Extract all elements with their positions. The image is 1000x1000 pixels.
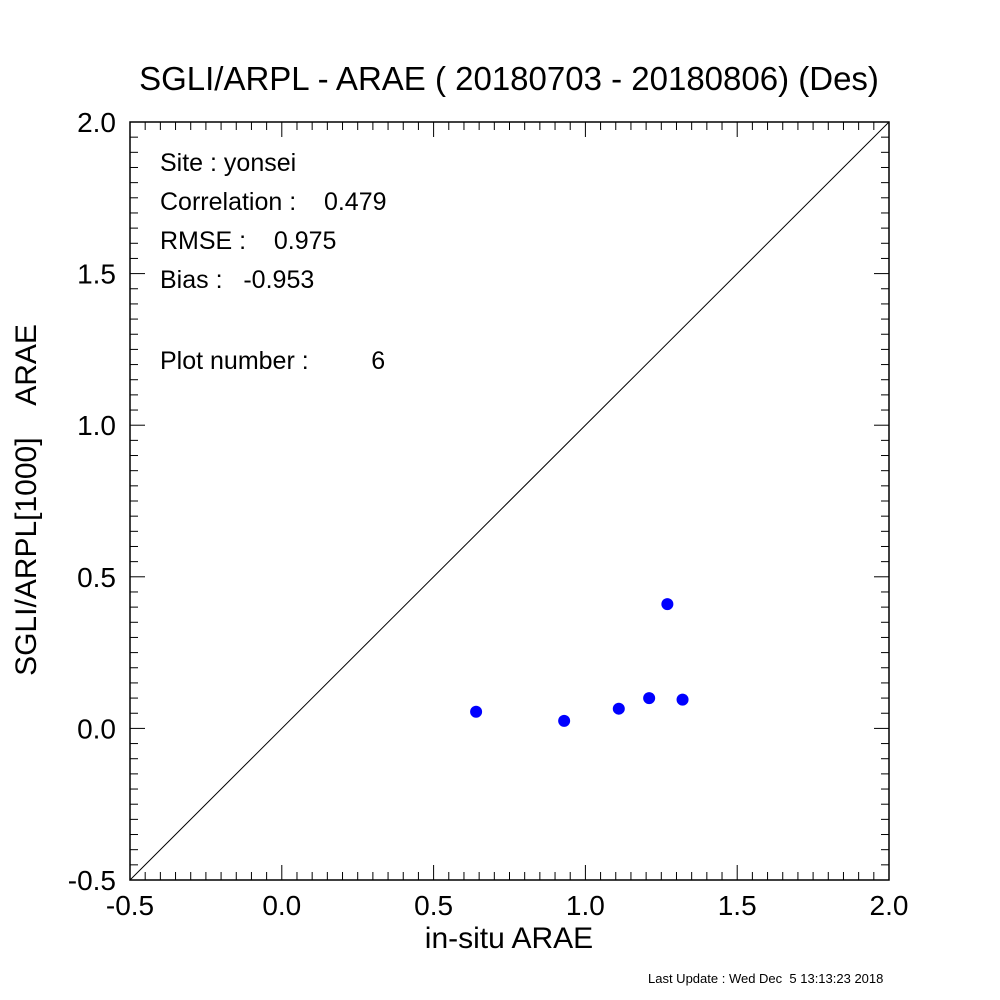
- y-tick-label: 2.0: [77, 107, 116, 138]
- chart-title: SGLI/ARPL - ARAE ( 20180703 - 20180806) …: [139, 60, 879, 97]
- y-tick-label: 1.0: [77, 410, 116, 441]
- y-axis-label: SGLI/ARPL[1000] ARAE: [10, 324, 43, 676]
- y-tick-labels: -0.5 0.0 0.5 1.0 1.5 2.0: [68, 107, 116, 896]
- x-tick-label: 2.0: [870, 890, 909, 921]
- last-update-footer: Last Update : Wed Dec 5 13:13:23 2018: [648, 971, 884, 986]
- x-tick-label: -0.5: [106, 890, 154, 921]
- x-tick-label: 1.0: [566, 890, 605, 921]
- data-point: [612, 702, 625, 715]
- data-point: [643, 692, 656, 705]
- one-to-one-line: [129, 121, 890, 881]
- data-points: [470, 598, 689, 727]
- data-point: [661, 598, 674, 611]
- stat-rmse: RMSE : 0.975: [160, 227, 336, 255]
- stat-site: Site : yonsei: [160, 149, 296, 177]
- x-tick-label: 0.0: [262, 890, 301, 921]
- data-point: [676, 693, 689, 706]
- x-tick-labels: -0.5 0.0 0.5 1.0 1.5 2.0: [106, 890, 909, 921]
- data-point: [558, 714, 571, 727]
- x-axis-label: in-situ ARAE: [425, 922, 593, 955]
- stat-correlation: Correlation : 0.479: [160, 188, 387, 216]
- stats-box: Site : yonsei Correlation : 0.479 RMSE :…: [160, 149, 387, 375]
- axis-ticks: [129, 121, 890, 881]
- y-tick-label: 1.5: [77, 259, 116, 290]
- y-tick-label: -0.5: [68, 865, 116, 896]
- x-tick-label: 1.5: [718, 890, 757, 921]
- data-point: [470, 705, 483, 718]
- plot-frame: [129, 121, 890, 881]
- y-tick-label: 0.5: [77, 562, 116, 593]
- stat-bias: Bias : -0.953: [160, 266, 314, 294]
- stat-plot-number: Plot number : 6: [160, 347, 385, 375]
- y-tick-label: 0.0: [77, 713, 116, 744]
- x-tick-label: 0.5: [414, 890, 453, 921]
